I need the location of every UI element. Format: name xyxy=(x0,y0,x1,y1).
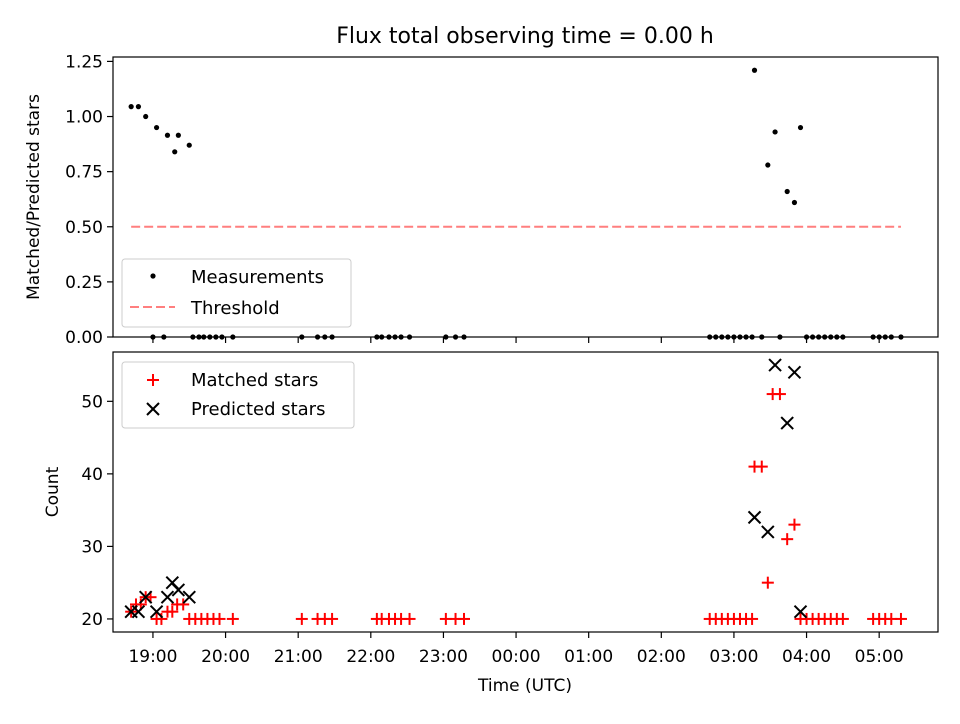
matched-star-point xyxy=(213,612,226,625)
measurement-point xyxy=(143,113,149,120)
measurement-point xyxy=(772,129,778,135)
matched-star-point xyxy=(761,576,774,589)
chart-title: Flux total observing time = 0.00 h xyxy=(336,24,714,49)
top-panel: 0.00 0.25 0.50 0.75 1.00 1.25 Matched/Predict… xyxy=(24,52,939,348)
x-tick-label: 04:00 xyxy=(782,647,831,667)
measurement-point xyxy=(784,188,790,195)
bottom-y-tick-label: 40 xyxy=(81,465,103,485)
bottom-axes-frame xyxy=(112,351,939,633)
bottom-legend: Matched stars Predicted stars xyxy=(121,361,355,429)
matched-star-point xyxy=(788,518,801,531)
matched-star-point xyxy=(295,612,308,625)
matched-star-point xyxy=(326,612,339,625)
matched-star-point xyxy=(177,598,190,611)
measurement-point xyxy=(186,142,192,148)
predicted-star-point xyxy=(787,365,802,380)
matched-star-point xyxy=(781,533,794,546)
x-tick-label: 20:00 xyxy=(201,647,250,667)
top-y-tick-label: 0.75 xyxy=(65,163,103,183)
top-y-axis-label: Matched/Predicted stars xyxy=(24,94,44,300)
x-tick-label: 03:00 xyxy=(709,647,758,667)
predicted-star-point xyxy=(138,590,153,604)
bottom-y-tick-label: 50 xyxy=(81,392,103,412)
x-tick-label: 01:00 xyxy=(564,647,613,667)
bottom-y-tick-label: 20 xyxy=(81,610,103,630)
legend-measurements-label: Measurements xyxy=(191,267,324,288)
legend-threshold-label: Threshold xyxy=(190,298,280,319)
top-y-tick-label: 0.50 xyxy=(65,218,103,238)
predicted-star-point xyxy=(149,604,164,619)
measurement-point xyxy=(172,149,178,155)
bottom-y-axis-label: Count xyxy=(43,466,63,517)
measurement-point xyxy=(135,104,142,110)
top-y-tick-label: 0.00 xyxy=(65,328,103,348)
bottom-y-tick-label: 30 xyxy=(81,537,103,557)
bottom-y-ticks: 20 30 40 50 xyxy=(81,392,113,630)
matched-star-point xyxy=(403,612,416,625)
measurement-point xyxy=(791,199,798,206)
top-legend: Measurements Threshold xyxy=(121,258,352,328)
predicted-star-point xyxy=(780,416,794,430)
measurement-point xyxy=(153,124,160,131)
bottom-legend-box xyxy=(121,361,355,429)
predicted-star-point xyxy=(160,590,175,604)
legend-predicted-marker xyxy=(146,402,160,416)
measurement-point xyxy=(751,67,758,73)
matched-star-point xyxy=(458,612,471,625)
measurement-point xyxy=(164,132,171,138)
measurement-point xyxy=(765,162,771,168)
x-tick-label: 22:00 xyxy=(346,647,395,667)
top-y-ticks: 0.00 0.25 0.50 0.75 1.00 1.25 xyxy=(65,52,113,348)
matched-star-point xyxy=(155,612,168,625)
matched-star-point xyxy=(166,605,179,618)
x-tick-label: 00:00 xyxy=(492,647,541,667)
predicted-star-point xyxy=(768,358,782,372)
bottom-marks xyxy=(124,358,907,625)
x-tick-label: 02:00 xyxy=(637,647,686,667)
predicted-star-point xyxy=(171,583,186,597)
top-axes-frame xyxy=(112,56,939,338)
predicted-star-point xyxy=(793,604,808,619)
matched-star-point xyxy=(226,612,239,625)
legend-measurements-marker xyxy=(150,273,156,279)
top-y-tick-label: 0.25 xyxy=(65,273,103,293)
top-marks xyxy=(128,67,904,340)
top-legend-box xyxy=(121,258,352,328)
top-x-ticks xyxy=(152,337,880,343)
legend-predicted-label: Predicted stars xyxy=(191,399,325,420)
x-tick-label: 05:00 xyxy=(855,647,904,667)
matched-star-point xyxy=(894,612,907,625)
top-y-tick-label: 1.00 xyxy=(65,108,103,128)
measurement-point xyxy=(175,132,181,138)
matched-star-point xyxy=(746,612,759,625)
x-tick-label: 19:00 xyxy=(128,647,177,667)
bottom-panel: 20 30 40 50 19:00 20:00 21:00 22:00 23:00 00:00 0… xyxy=(43,351,939,696)
matched-star-point xyxy=(773,388,786,401)
x-tick-label: 21:00 xyxy=(274,647,323,667)
predicted-star-point xyxy=(131,604,146,619)
legend-matched-label: Matched stars xyxy=(191,370,318,391)
matched-star-point xyxy=(755,460,768,473)
matched-star-point xyxy=(836,612,849,625)
predicted-star-point xyxy=(182,590,196,604)
measurement-point xyxy=(797,124,804,131)
bottom-x-ticks: 19:00 20:00 21:00 22:00 23:00 00:00 01:00 02:00… xyxy=(128,632,904,667)
x-tick-label: 23:00 xyxy=(419,647,468,667)
x-axis-label: Time (UTC) xyxy=(477,676,572,696)
legend-matched-marker xyxy=(147,374,159,386)
measurement-point xyxy=(128,104,134,110)
top-y-tick-label: 1.25 xyxy=(65,52,103,72)
predicted-star-point xyxy=(761,525,775,539)
predicted-star-point xyxy=(747,510,762,525)
